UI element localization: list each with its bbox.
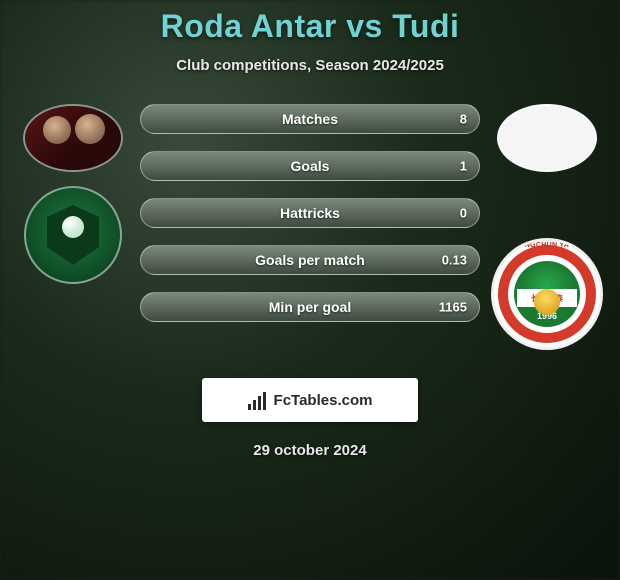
player1-avatar — [23, 104, 123, 172]
player2-avatar — [497, 104, 597, 172]
brand-text: FcTables.com — [274, 392, 373, 409]
stat-value-right: 0 — [460, 206, 467, 221]
stat-row-matches: Matches 8 — [140, 104, 480, 134]
player1-photo-placeholder — [25, 106, 121, 170]
bar-chart-icon — [248, 390, 268, 410]
page-title: Roda Antar vs Tudi — [0, 8, 620, 45]
player2-club-crest: NGCHUN YA 长春亚泰 1996 — [491, 238, 603, 350]
content-root: Roda Antar vs Tudi Club competitions, Se… — [0, 0, 620, 580]
stat-value-right: 1165 — [439, 300, 467, 315]
stat-label: Min per goal — [269, 299, 351, 315]
crest-arc-text: NGCHUN YA — [494, 242, 600, 249]
main-row: Matches 8 Goals 1 Hattricks 0 Goals per … — [0, 104, 620, 350]
crest-inner: 长春亚泰 1996 — [514, 261, 580, 327]
stat-value-right: 0.13 — [442, 253, 467, 268]
stats-column: Matches 8 Goals 1 Hattricks 0 Goals per … — [140, 104, 480, 322]
brand-box: FcTables.com — [202, 378, 418, 422]
crest-mascot-icon — [534, 289, 560, 315]
player1-club-crest — [24, 186, 122, 284]
left-column — [18, 104, 128, 284]
stat-value-right: 1 — [460, 159, 467, 174]
stat-row-goals-per-match: Goals per match 0.13 — [140, 245, 480, 275]
stat-label: Goals per match — [255, 252, 365, 268]
right-column: NGCHUN YA 长春亚泰 1996 — [492, 104, 602, 350]
player2-photo-placeholder — [499, 106, 595, 170]
stat-label: Matches — [282, 111, 338, 127]
stat-row-hattricks: Hattricks 0 — [140, 198, 480, 228]
subtitle: Club competitions, Season 2024/2025 — [0, 57, 620, 74]
stat-row-min-per-goal: Min per goal 1165 — [140, 292, 480, 322]
stat-row-goals: Goals 1 — [140, 151, 480, 181]
stat-label: Hattricks — [280, 205, 340, 221]
stat-label: Goals — [291, 158, 330, 174]
date-text: 29 october 2024 — [0, 442, 620, 459]
stat-value-right: 8 — [460, 112, 467, 127]
